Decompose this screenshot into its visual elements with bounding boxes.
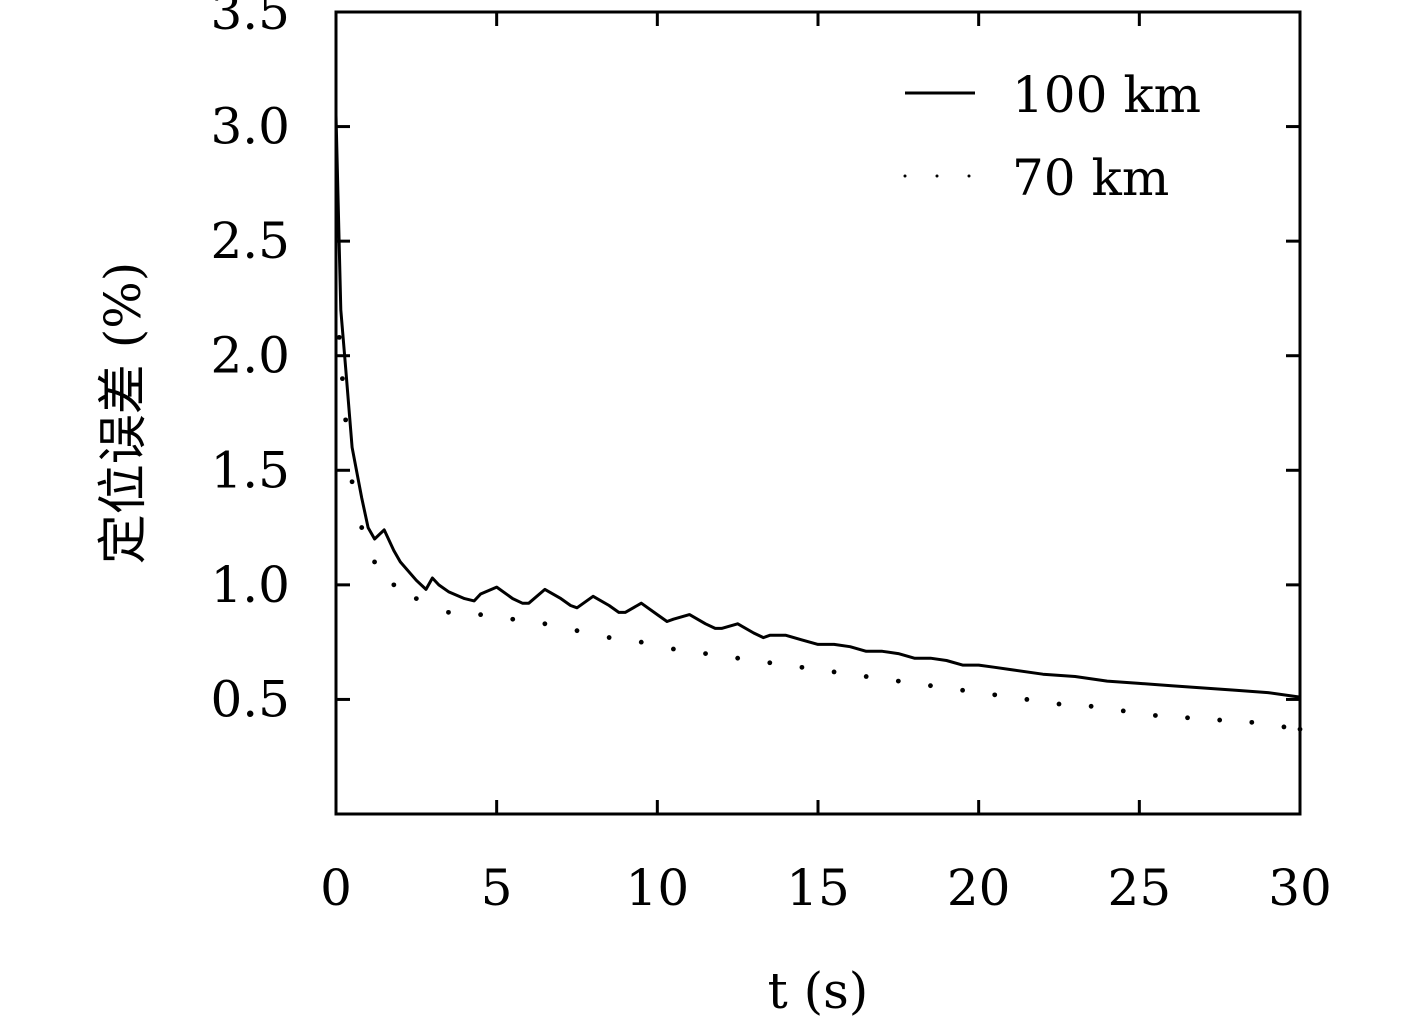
- x-tick-label: 10: [626, 859, 690, 917]
- series-point-1: [671, 646, 676, 652]
- series-point-1: [638, 639, 644, 645]
- series-point-1: [1297, 726, 1303, 732]
- legend: 100 km 70 km: [903, 66, 1201, 207]
- series-point-1: [895, 678, 901, 684]
- series-point-1: [767, 660, 773, 666]
- y-tick-label: 2.5: [210, 212, 290, 270]
- series-point-1: [992, 692, 998, 698]
- y-tick-label: 1.0: [210, 556, 290, 614]
- series-point-1: [1153, 713, 1158, 718]
- series-point-1: [1056, 701, 1062, 707]
- series-point-1: [863, 674, 869, 679]
- x-tick-label: 30: [1268, 859, 1332, 917]
- series-point-1: [349, 479, 355, 485]
- series-point-1: [799, 664, 805, 670]
- series-point-1: [1281, 724, 1287, 730]
- x-tick-label: 20: [947, 859, 1011, 917]
- series-point-1: [1024, 697, 1030, 702]
- series-point-1: [510, 616, 516, 622]
- x-tick-label: 25: [1108, 859, 1172, 917]
- series-point-1: [960, 687, 965, 693]
- series-point-1: [542, 621, 548, 627]
- series-point-1: [391, 582, 397, 588]
- x-tick-label: 5: [481, 859, 513, 917]
- series-point-1: [1249, 719, 1255, 725]
- series-point-1: [336, 334, 342, 340]
- series-point-1: [413, 596, 419, 602]
- x-tick-label: 15: [786, 859, 850, 917]
- series-point-1: [372, 559, 377, 565]
- series-point-1: [1185, 715, 1190, 721]
- x-axis-ticks: 0 5 10 15 20 25 30: [320, 12, 1332, 917]
- legend-label-100km: 100 km: [1012, 66, 1201, 124]
- series-point-1: [1088, 703, 1094, 709]
- series-point-1: [703, 651, 708, 656]
- series-point-1: [446, 609, 451, 615]
- x-axis-label: t (s): [768, 962, 869, 1020]
- y-tick-label: 2.0: [210, 327, 290, 385]
- series-point-1: [735, 655, 741, 661]
- series-point-1: [1120, 708, 1126, 714]
- series-line-0: [334, 115, 1301, 699]
- series-point-1: [831, 669, 837, 675]
- legend-label-70km: 70 km: [1012, 149, 1169, 207]
- y-axis-ticks: 0.5 1.0 1.5 2.0 2.5 3.0 3.5: [210, 0, 1300, 728]
- series-point-1: [1217, 717, 1223, 723]
- y-tick-label: 3.0: [210, 98, 290, 156]
- y-tick-label: 0.5: [210, 670, 290, 728]
- series-point-1: [574, 628, 580, 634]
- y-tick-label: 3.5: [210, 0, 290, 41]
- plot-frame: [334, 10, 1302, 816]
- y-axis-label: 定位误差 (%): [94, 262, 152, 564]
- series-point-1: [340, 376, 345, 382]
- series-point-1: [478, 612, 483, 618]
- x-tick-label: 0: [320, 859, 352, 917]
- series-point-1: [606, 635, 612, 640]
- series-point-1: [928, 683, 933, 689]
- series-layer: [334, 115, 1303, 732]
- y-tick-label: 1.5: [210, 441, 290, 499]
- series-point-1: [359, 525, 365, 530]
- series-point-1: [343, 417, 349, 423]
